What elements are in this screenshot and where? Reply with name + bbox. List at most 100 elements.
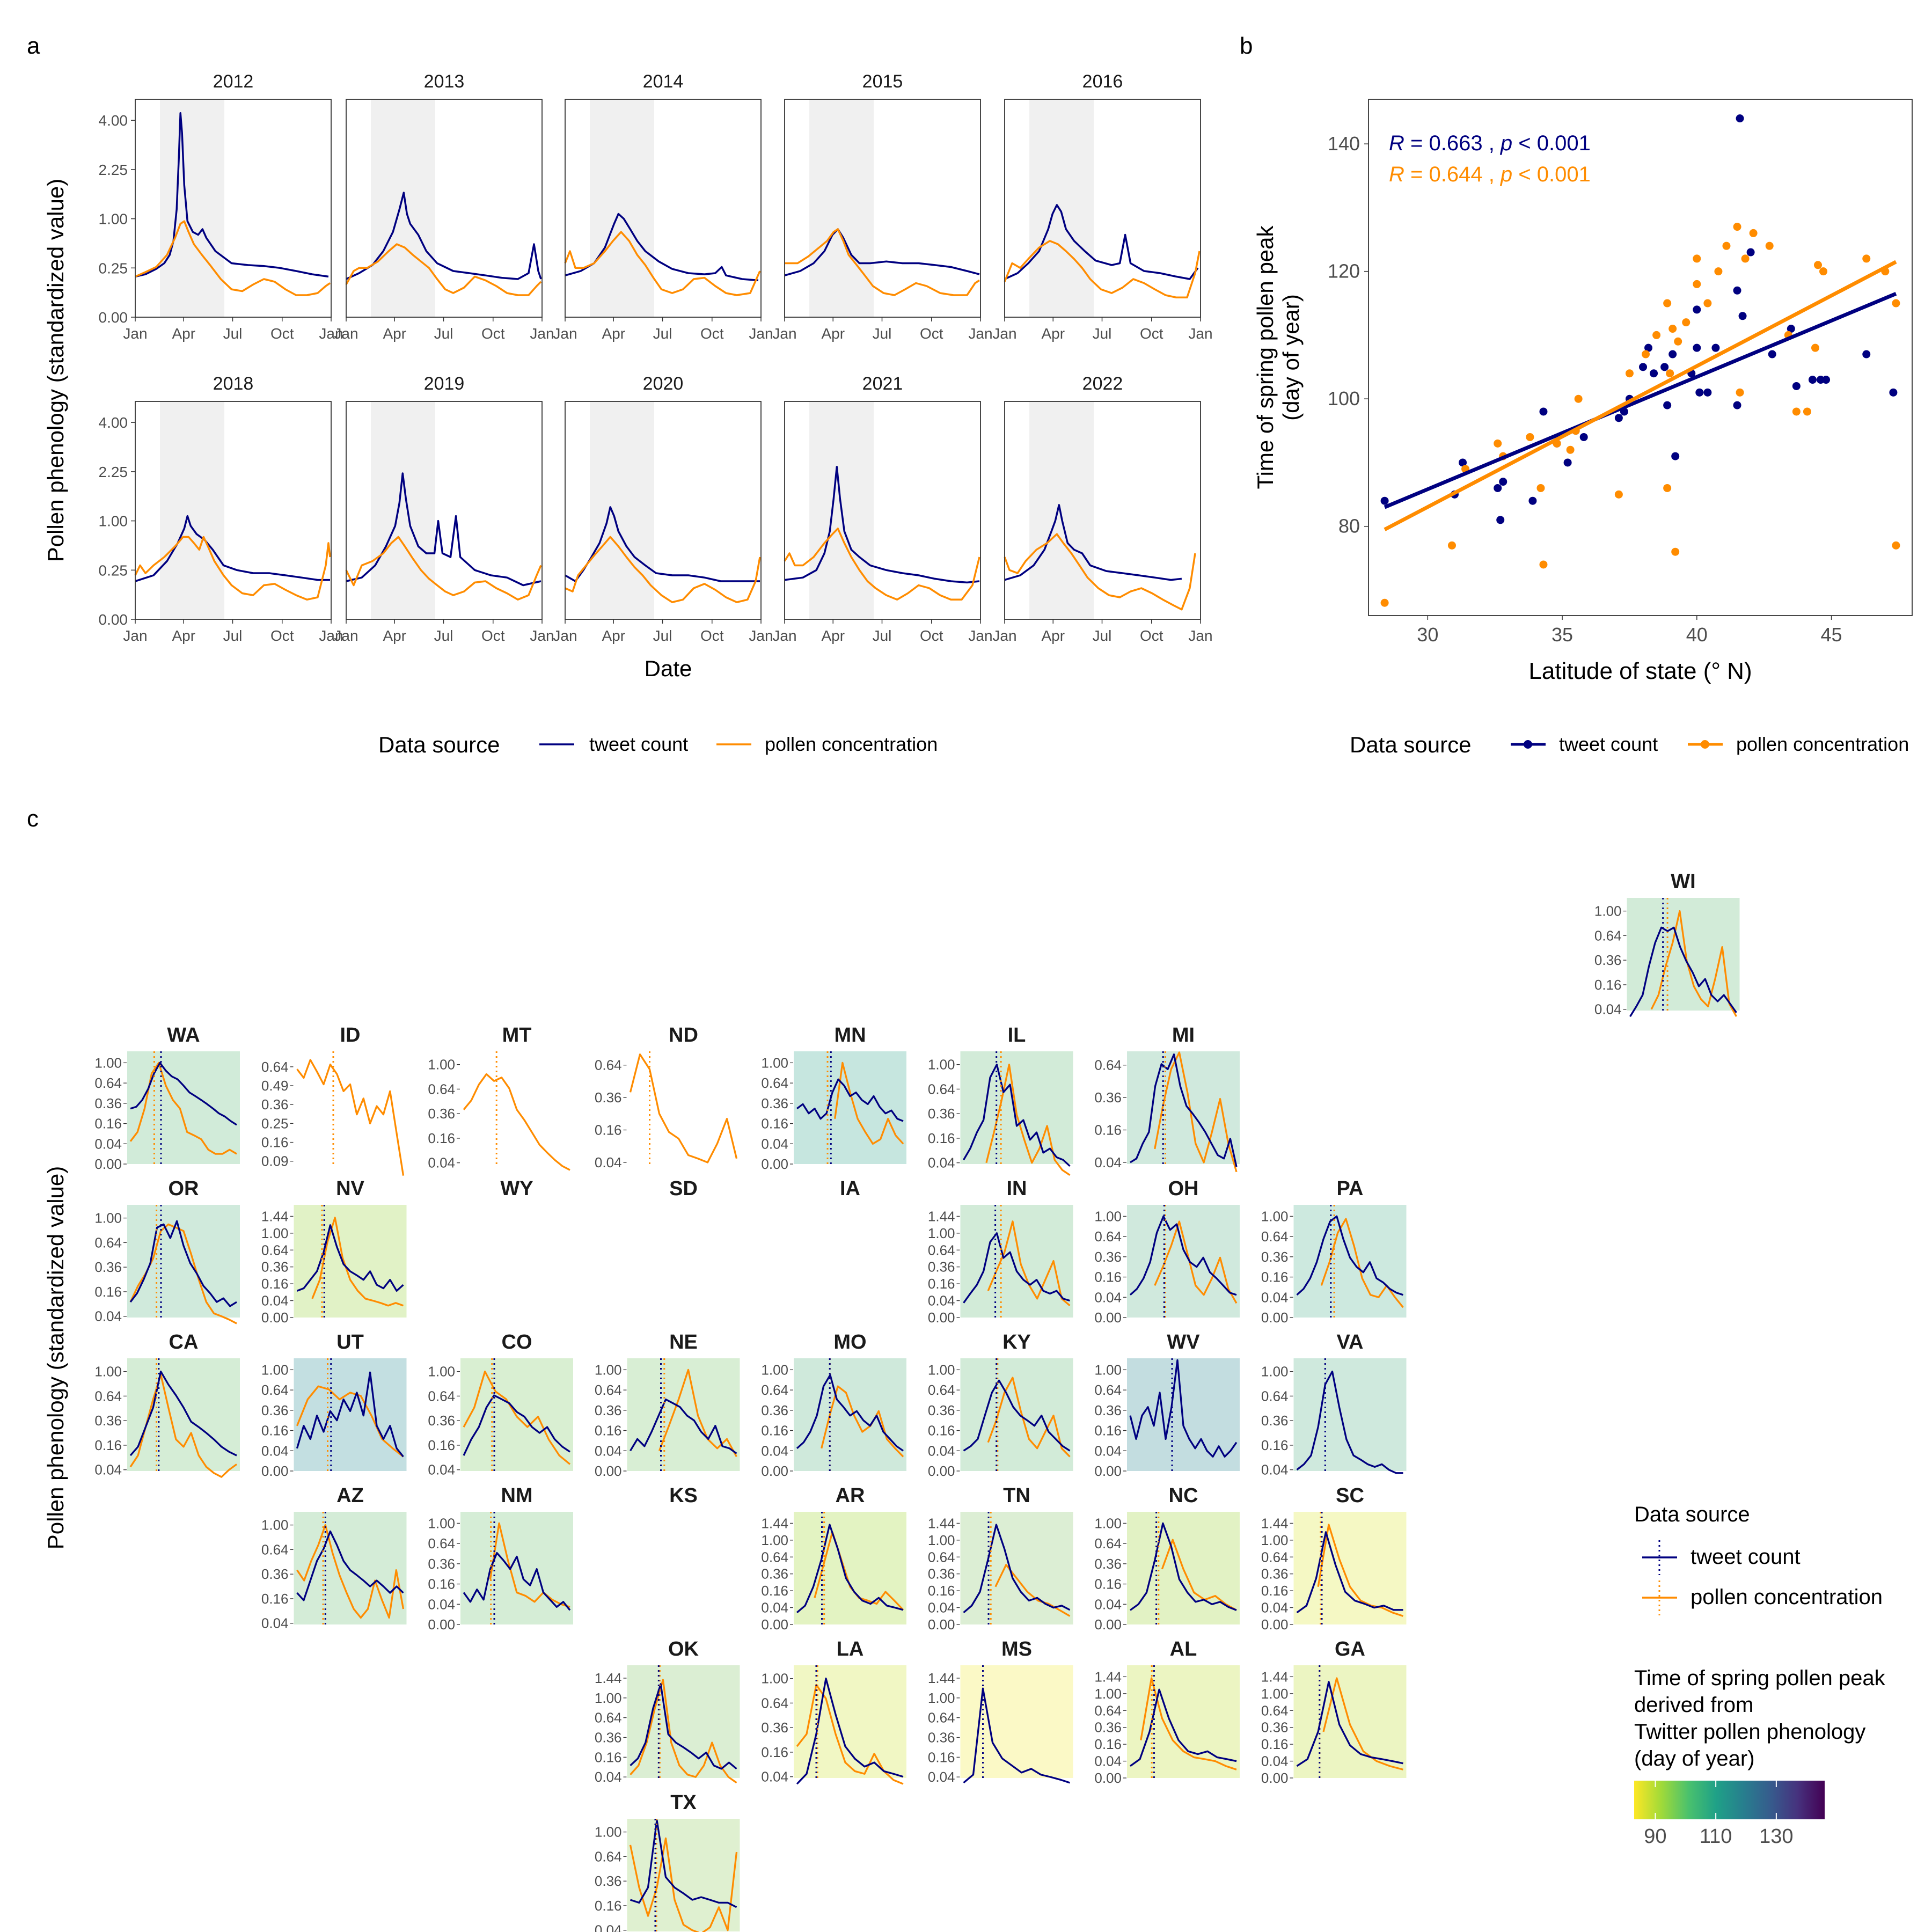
- y-tick-label: 0.04: [94, 1136, 122, 1152]
- y-tick-label: 0.36: [928, 1259, 955, 1275]
- y-tick-label: 1.00: [1094, 1686, 1122, 1702]
- pollen-point: [1671, 547, 1680, 556]
- y-tick-label: 0.16: [928, 1749, 955, 1765]
- pollen-fit-line: [1384, 260, 1897, 531]
- tweet-point: [1644, 343, 1653, 352]
- state-panel-al: AL 1.441.000.640.360.160.040.00: [1094, 1638, 1240, 1786]
- pollen-concentration-line: [630, 1679, 737, 1784]
- state-panel-oh: OH 1.00 0.64 0.36 0.16 0.04 0.00: [1094, 1177, 1240, 1326]
- panel-label-a: a: [27, 33, 40, 59]
- colorbar-title-line: Twitter pollen phenology: [1634, 1720, 1865, 1744]
- state-panel-wa: WA 1.00 0.64 0.36 0.16 0.04 0.00: [94, 1024, 240, 1172]
- y-tick-label: 0.64: [761, 1382, 788, 1398]
- state-background: [127, 1051, 240, 1164]
- tweet-count-line: [784, 228, 980, 276]
- state-panel-mo: MO 1.00 0.64 0.36 0.16 0.04 0.00: [761, 1331, 906, 1479]
- state-label: MI: [1172, 1024, 1195, 1046]
- y-tick-label: 1.00: [99, 513, 128, 530]
- tweet-count-line: [1130, 1522, 1237, 1611]
- state-panel-mn: MN 1.00 0.64 0.36 0.16 0.04 0.00: [761, 1024, 906, 1172]
- y-tick-label: 1.00: [1594, 903, 1622, 919]
- state-background: [960, 1512, 1073, 1624]
- y-tick-label: 0.16: [1094, 1269, 1122, 1285]
- state-label: LA: [837, 1638, 864, 1660]
- tweet-count-line: [1130, 1053, 1238, 1167]
- facet-strip-label: 2014: [643, 71, 684, 92]
- y-tick-label: 0.04: [94, 1308, 122, 1324]
- y-tick-label: 100: [1328, 387, 1360, 409]
- x-tick-label: 35: [1552, 624, 1573, 646]
- y-tick-label: 0.04: [761, 1136, 788, 1152]
- tweet-count-line: [1004, 204, 1199, 280]
- x-tick-label: Apr: [821, 627, 845, 644]
- tweet-count-line: [565, 213, 759, 282]
- y-tick-label: 0.36: [1094, 1556, 1122, 1572]
- y-tick-label: 0.36: [1094, 1719, 1122, 1736]
- y-tick-label: 0.16: [94, 1284, 122, 1300]
- pollen-concentration-line: [796, 1684, 904, 1785]
- state-background: [960, 1205, 1073, 1318]
- state-panel-wv: WV 1.00 0.64 0.36 0.16 0.04 0.00: [1094, 1331, 1240, 1479]
- state-background: [1127, 1665, 1240, 1778]
- state-background: [960, 1665, 1073, 1778]
- x-tick-label: Jul: [1093, 325, 1112, 342]
- state-panel-ok: OK 1.44 1.00 0.64 0.36 0.16 0.04: [595, 1638, 740, 1785]
- pollen-point: [1693, 254, 1701, 263]
- pollen-point: [1663, 484, 1672, 492]
- tweet-count-line: [630, 1819, 737, 1908]
- panel-a-xlabel: Date: [645, 656, 692, 681]
- tweet-point: [1733, 401, 1741, 409]
- pollen-concentration-line: [129, 1062, 237, 1155]
- y-tick-label: 0.16: [261, 1591, 289, 1607]
- x-tick-label: Jul: [223, 627, 243, 644]
- tweet-count-line: [463, 1394, 570, 1456]
- x-tick-label: Jul: [1093, 627, 1112, 644]
- correlation-annotation: R = 0.644 , p < 0.001: [1389, 163, 1591, 186]
- pollen-concentration-line: [1154, 1220, 1238, 1304]
- y-tick-label: 1.00: [428, 1057, 455, 1073]
- y-tick-label: 0.00: [261, 1463, 289, 1479]
- tweet-point: [1693, 305, 1701, 314]
- state-label: AL: [1170, 1638, 1197, 1660]
- y-tick-label: 1.00: [1261, 1532, 1289, 1548]
- tweet-point: [1711, 343, 1720, 352]
- facet-2013: 2013 Jan Apr Jul Oct Jan: [334, 71, 554, 342]
- tweet-point: [1703, 388, 1712, 397]
- tweet-count-line: [784, 466, 980, 584]
- y-tick-label: 1.00: [1261, 1208, 1289, 1224]
- pollen-point: [1741, 254, 1750, 263]
- state-label: UT: [336, 1331, 364, 1353]
- state-panel-wi: WI 1.00 0.64 0.36 0.16 0.04: [1594, 870, 1740, 1018]
- facet-2016: 2016 Jan Apr Jul Oct Jan: [992, 71, 1212, 342]
- tweet-point: [1668, 350, 1677, 358]
- tweet-point: [1822, 376, 1831, 384]
- y-tick-label: 0.04: [928, 1443, 955, 1459]
- y-tick-label: 0.04: [94, 1462, 122, 1478]
- state-background: [1127, 1205, 1240, 1318]
- state-background: [1293, 1205, 1407, 1318]
- y-tick-label: 0.16: [761, 1423, 788, 1439]
- y-tick-label: 0.04: [1261, 1600, 1289, 1616]
- state-label: TX: [670, 1791, 697, 1814]
- y-tick-label: 80: [1338, 515, 1360, 537]
- panel-label-b: b: [1240, 33, 1253, 59]
- pollen-concentration-line: [345, 243, 542, 296]
- y-tick-label: 0.64: [595, 1848, 622, 1864]
- pollen-point: [1714, 267, 1723, 276]
- correlation-annotation: R = 0.663 , p < 0.001: [1389, 131, 1591, 155]
- y-tick-label: 0.64: [1261, 1549, 1289, 1565]
- state-panel-nm: NM 1.00 0.64 0.36 0.16 0.04 0.00: [428, 1484, 573, 1633]
- pollen-concentration-line: [134, 536, 331, 601]
- tweet-fit-line: [1384, 292, 1897, 509]
- y-tick-label: 0.36: [94, 1259, 122, 1275]
- y-tick-label: 0.04: [595, 1154, 622, 1170]
- x-tick-label: Jan: [968, 627, 992, 644]
- facet-2014: 2014 Jan Apr Jul Oct Jan: [553, 71, 773, 342]
- pollen-point: [1539, 560, 1548, 569]
- y-tick-label: 0.16: [261, 1135, 289, 1151]
- y-tick-label: 0.36: [928, 1106, 955, 1122]
- pollen-concentration-line: [135, 220, 331, 296]
- y-tick-label: 0.04: [261, 1293, 289, 1309]
- y-tick-label: 0.36: [94, 1095, 122, 1111]
